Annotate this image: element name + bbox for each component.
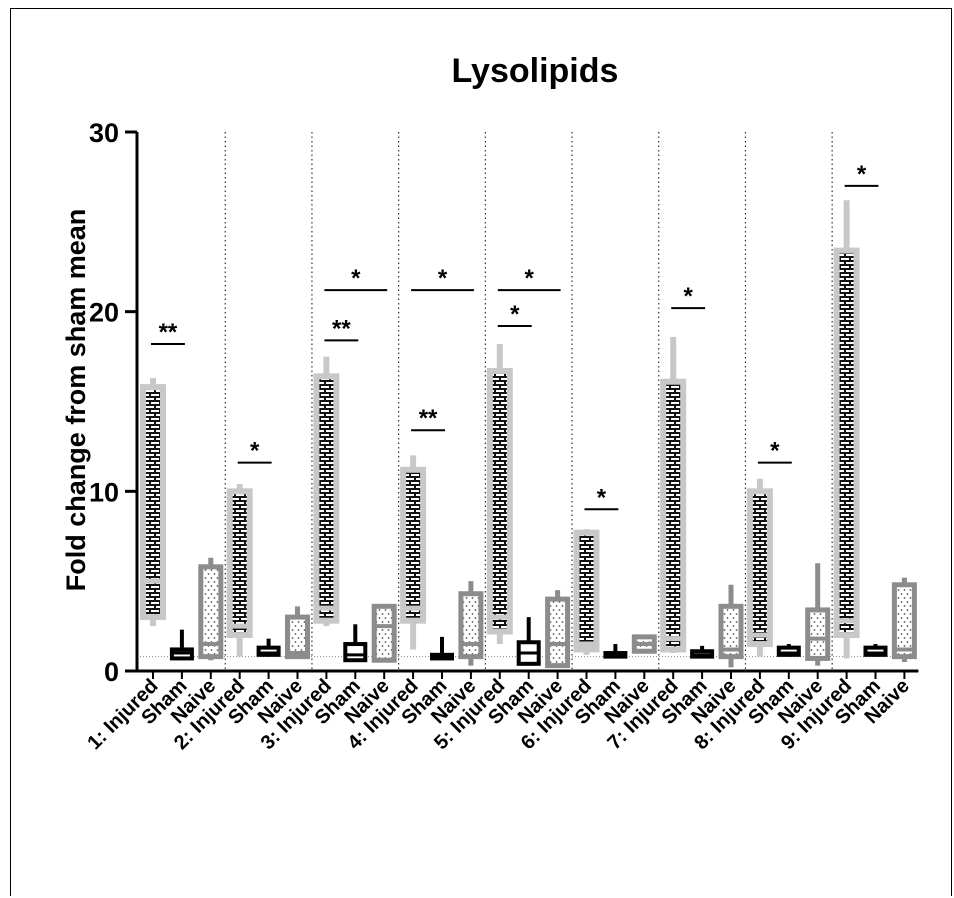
box-sham xyxy=(169,629,194,661)
significance-bracket: ** xyxy=(151,319,185,346)
box-body xyxy=(573,529,600,653)
y-axis-label: Fold change from sham mean xyxy=(61,209,91,592)
box-injured xyxy=(833,200,860,659)
bracket-label: ** xyxy=(419,405,438,432)
box-body xyxy=(343,642,368,663)
significance-brackets: *************** xyxy=(151,161,879,511)
box-sham xyxy=(690,645,715,659)
box-body xyxy=(805,607,831,661)
box-body xyxy=(458,591,484,660)
bracket-label: * xyxy=(510,301,520,328)
significance-bracket: ** xyxy=(411,405,445,432)
box-body xyxy=(660,378,687,653)
box-naive xyxy=(631,634,657,654)
box-body xyxy=(863,645,888,657)
bracket-label: * xyxy=(250,438,260,465)
bracket-label: ** xyxy=(159,319,178,346)
y-tick-label: 0 xyxy=(104,657,119,687)
box-injured xyxy=(746,478,773,657)
significance-bracket: * xyxy=(237,438,272,465)
box-injured xyxy=(573,529,600,655)
axes: 0 10 20 30 xyxy=(89,118,919,687)
box-sham xyxy=(603,644,628,659)
significance-bracket: * xyxy=(584,484,619,511)
box-naive xyxy=(285,606,310,660)
box-body xyxy=(285,614,310,660)
bracket-label: * xyxy=(770,438,780,465)
box-naive xyxy=(718,584,744,668)
significance-bracket: * xyxy=(671,283,706,310)
chart-title: Lysolipids xyxy=(452,52,619,90)
significance-bracket: * xyxy=(411,265,474,292)
bracket-label: * xyxy=(438,265,448,292)
box-injured xyxy=(486,344,513,645)
box-body xyxy=(486,367,513,635)
bracket-label: * xyxy=(857,161,867,188)
box-body xyxy=(371,603,397,663)
box-sham xyxy=(343,624,368,663)
box-sham xyxy=(863,644,888,657)
box-naive xyxy=(805,563,831,666)
box-naive xyxy=(458,581,484,666)
box-body xyxy=(545,596,571,669)
significance-bracket: * xyxy=(497,265,561,292)
box-body xyxy=(718,603,744,660)
y-tick-label: 10 xyxy=(89,477,119,507)
significance-bracket: * xyxy=(497,301,532,328)
bracket-label: * xyxy=(683,283,693,310)
box-sham xyxy=(256,638,281,657)
box-body xyxy=(226,488,253,639)
bracket-label: ** xyxy=(332,315,351,342)
y-tick-label: 20 xyxy=(89,298,119,328)
box-naive xyxy=(371,603,397,663)
box-body xyxy=(833,247,860,639)
bracket-label: * xyxy=(525,265,535,292)
box-injured xyxy=(313,356,340,627)
box-naive xyxy=(545,590,571,669)
box-injured xyxy=(140,378,166,627)
box-body xyxy=(140,384,166,621)
box-sham xyxy=(516,617,541,666)
box-sham xyxy=(776,644,801,657)
significance-bracket: * xyxy=(757,438,792,465)
box-body xyxy=(256,645,281,657)
box-injured xyxy=(400,455,427,650)
y-tick-label: 30 xyxy=(89,118,119,148)
bracket-label: * xyxy=(351,265,361,292)
box-body xyxy=(313,373,340,624)
box-body xyxy=(198,564,224,660)
figure-frame xyxy=(10,8,952,896)
box-sham xyxy=(430,636,454,661)
box-naive xyxy=(891,577,917,663)
bracket-label: * xyxy=(597,484,607,511)
box-naive xyxy=(198,557,224,661)
box-injured xyxy=(660,336,687,654)
box-body xyxy=(776,645,801,657)
significance-bracket: * xyxy=(844,161,879,188)
significance-bracket: * xyxy=(324,265,388,292)
significance-bracket: ** xyxy=(324,315,359,342)
box-body xyxy=(400,466,427,624)
box-body xyxy=(891,582,917,660)
boxes xyxy=(140,200,917,669)
box-body xyxy=(746,488,773,648)
box-injured xyxy=(226,484,253,657)
